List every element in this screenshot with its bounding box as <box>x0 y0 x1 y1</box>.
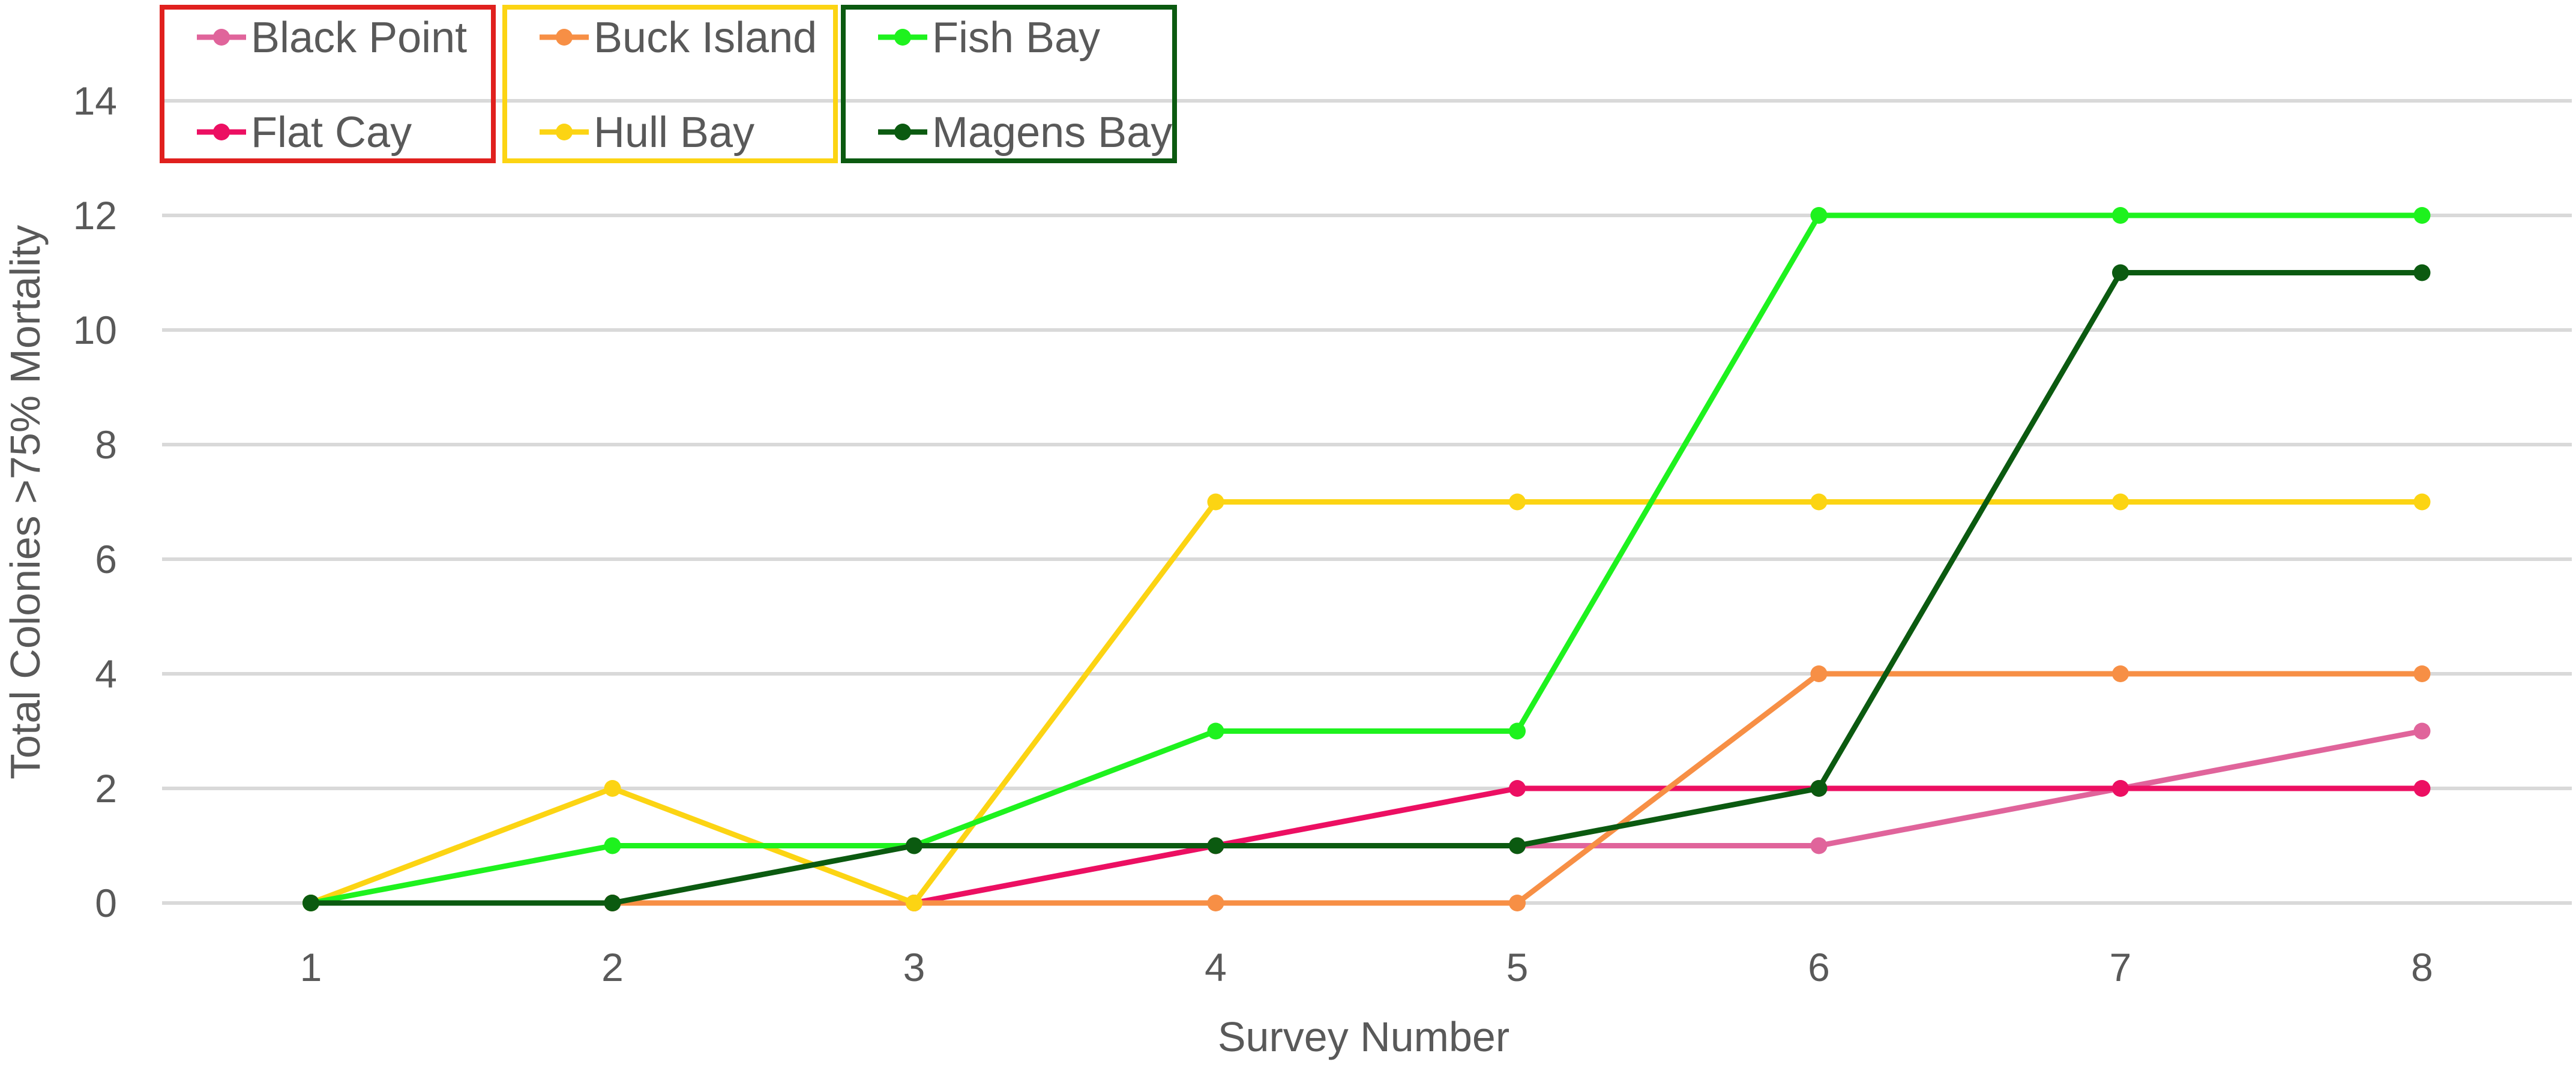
data-point-magens-bay <box>1207 837 1224 854</box>
y-tick-label: 8 <box>95 422 117 467</box>
x-tick-label: 1 <box>300 945 322 989</box>
y-axis-ticks: 0 2 4 6 8 10 12 14 <box>73 79 117 925</box>
legend-item-flat-cay: Flat Cay <box>197 109 412 157</box>
y-tick-label: 2 <box>95 766 117 811</box>
y-tick-label: 4 <box>95 652 117 696</box>
legend-label: Hull Bay <box>594 109 754 157</box>
data-point-magens-bay <box>604 895 621 911</box>
legend-item-buck-island: Buck Island <box>540 14 817 62</box>
x-tick-label: 6 <box>1808 945 1830 989</box>
series-line-hull-bay <box>308 499 2425 906</box>
data-point-hull-bay <box>604 780 621 797</box>
x-tick-label: 5 <box>1506 945 1529 989</box>
legend-swatch-marker <box>213 124 230 140</box>
series-line-magens-bay <box>308 270 2425 906</box>
data-point-hull-bay <box>1207 493 1224 511</box>
data-point-fish-bay <box>1207 722 1224 740</box>
legend-label: Black Point <box>251 14 467 62</box>
data-point-magens-bay <box>302 895 319 911</box>
data-point-magens-bay <box>1509 837 1526 854</box>
legend-label: Buck Island <box>594 14 817 62</box>
data-point-fish-bay <box>1509 722 1526 740</box>
legend-swatch-marker <box>894 124 911 140</box>
series-line-buck-island <box>308 671 2425 906</box>
y-tick-label: 14 <box>73 79 117 123</box>
data-point-magens-bay <box>2413 264 2431 281</box>
series-magens-bay <box>302 264 2431 911</box>
legend-label: Fish Bay <box>932 14 1100 62</box>
gridlines <box>162 99 2572 905</box>
data-point-black-point <box>2413 722 2431 740</box>
legend-swatch-marker <box>556 124 573 140</box>
y-tick-label: 6 <box>95 537 117 581</box>
x-tick-label: 3 <box>903 945 925 989</box>
data-point-hull-bay <box>1509 493 1526 511</box>
data-point-hull-bay <box>2112 493 2129 511</box>
data-point-hull-bay <box>2413 493 2431 511</box>
data-point-fish-bay <box>2413 207 2431 224</box>
data-point-fish-bay <box>604 837 621 854</box>
series-hull-bay <box>302 493 2431 911</box>
legend: Black Point Flat Cay Buck Island Hull Bay Fi… <box>160 5 1177 163</box>
data-point-buck-island <box>1509 895 1526 911</box>
data-point-flat-cay <box>1509 780 1526 797</box>
data-point-buck-island <box>2413 665 2431 682</box>
data-point-flat-cay <box>2413 780 2431 797</box>
legend-item-magens-bay: Magens Bay <box>878 109 1172 157</box>
legend-label: Magens Bay <box>932 109 1172 157</box>
data-point-black-point <box>1810 837 1828 854</box>
legend-group-box <box>841 5 1177 163</box>
legend-swatch-marker <box>556 29 573 46</box>
legend-group-box <box>160 5 496 163</box>
x-axis-title: Survey Number <box>1218 1013 1509 1060</box>
data-point-buck-island <box>1207 895 1224 911</box>
data-point-buck-island <box>2112 665 2129 682</box>
legend-swatch-marker <box>213 29 230 46</box>
y-tick-label: 10 <box>73 308 117 352</box>
legend-swatch-marker <box>894 29 911 46</box>
x-tick-label: 4 <box>1205 945 1227 989</box>
x-tick-label: 8 <box>2411 945 2433 989</box>
data-point-magens-bay <box>906 837 922 854</box>
legend-label: Flat Cay <box>251 109 412 157</box>
data-point-buck-island <box>1810 665 1828 682</box>
data-point-hull-bay <box>906 895 922 911</box>
series-layer <box>302 207 2431 911</box>
legend-item-hull-bay: Hull Bay <box>540 109 754 157</box>
x-tick-label: 2 <box>601 945 624 989</box>
series-line-fish-bay <box>308 212 2425 906</box>
y-tick-label: 12 <box>73 193 117 238</box>
data-point-fish-bay <box>1810 207 1828 224</box>
y-axis-title: Total Colonies >75% Mortality <box>2 225 49 779</box>
data-point-magens-bay <box>1810 780 1828 797</box>
legend-item-black-point: Black Point <box>197 14 467 62</box>
x-axis-ticks: 1 2 3 4 5 6 7 8 <box>300 945 2433 989</box>
legend-item-fish-bay: Fish Bay <box>878 14 1100 62</box>
legend-group-box <box>502 5 838 163</box>
data-point-fish-bay <box>2112 207 2129 224</box>
x-tick-label: 7 <box>2110 945 2132 989</box>
data-point-flat-cay <box>2112 780 2129 797</box>
data-point-hull-bay <box>1810 493 1828 511</box>
data-point-magens-bay <box>2112 264 2129 281</box>
y-tick-label: 0 <box>95 881 117 925</box>
